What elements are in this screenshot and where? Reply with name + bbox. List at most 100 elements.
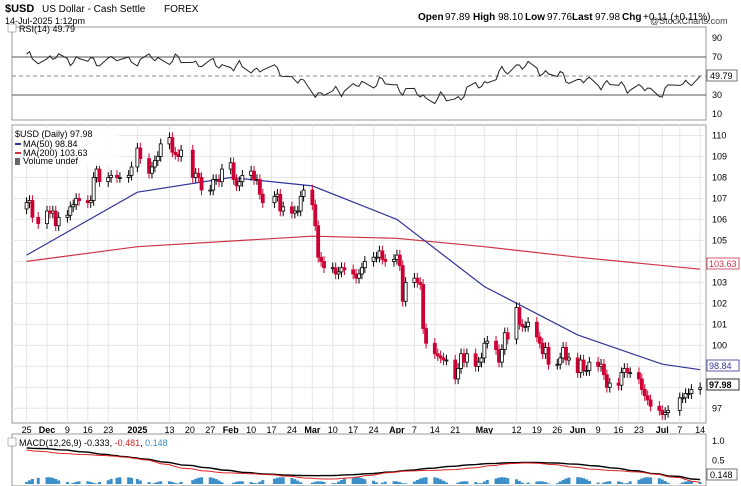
candle-body bbox=[435, 353, 440, 357]
macd-hist-bar bbox=[351, 477, 355, 484]
x-axis-label: 19 bbox=[532, 425, 542, 435]
candle-body bbox=[415, 277, 420, 283]
macd-hist-bar bbox=[217, 480, 221, 484]
candle-body bbox=[686, 393, 691, 396]
candle-body bbox=[272, 195, 277, 204]
candle-body bbox=[523, 326, 528, 328]
price-tick-label: 108 bbox=[712, 172, 727, 182]
macd-hist-bar bbox=[555, 483, 559, 484]
macd-hist-bar bbox=[54, 478, 58, 484]
macd-hist-bar bbox=[462, 481, 466, 484]
candle-body bbox=[517, 307, 522, 325]
candle-body bbox=[648, 399, 653, 407]
last-value: 97.98 bbox=[595, 12, 620, 23]
macd-hist-bar bbox=[232, 482, 236, 484]
macd-hist-bar bbox=[51, 477, 55, 484]
macd-hist-bar bbox=[689, 481, 693, 484]
macd-hist-bar bbox=[235, 481, 239, 484]
candle-body bbox=[231, 162, 236, 180]
x-axis-label: 23 bbox=[103, 425, 113, 435]
macd-hist-bar bbox=[567, 477, 571, 484]
macd-hist-bar bbox=[605, 481, 609, 484]
macd-value-tag bbox=[706, 468, 738, 481]
macd-hist-bar bbox=[92, 482, 96, 484]
macd-hist-bar bbox=[625, 483, 629, 484]
macd-hist-bar bbox=[249, 481, 253, 484]
candle-body bbox=[313, 204, 318, 227]
macd-hist-bar bbox=[558, 481, 562, 484]
macd-tick-label: 1.0 bbox=[712, 436, 725, 446]
candle-body bbox=[619, 372, 624, 386]
macd-hist-bar bbox=[272, 478, 276, 484]
macd-hist-bar bbox=[439, 479, 443, 484]
macd-hist-bar bbox=[208, 477, 212, 484]
macd-hist-bar bbox=[340, 480, 344, 484]
macd-hist-bar bbox=[541, 481, 545, 484]
macd-hist-bar bbox=[579, 477, 583, 484]
candle-body bbox=[91, 177, 96, 201]
macd-hist-bar bbox=[582, 478, 586, 484]
macd-panel: 1.0 0.5 MACD(12,26,9) -0.333, -0.481, 0.1… bbox=[7, 433, 738, 486]
x-axis-label: 14 bbox=[695, 425, 705, 435]
macd-hist-bar bbox=[401, 483, 405, 484]
candle-body bbox=[683, 393, 688, 399]
candle-body bbox=[418, 281, 423, 285]
macd-hist-bar bbox=[296, 480, 300, 484]
macd-hist-bar bbox=[497, 477, 501, 484]
macd-hist-bar bbox=[643, 477, 647, 484]
macd-hist-bar bbox=[444, 482, 448, 484]
candle-body bbox=[220, 168, 224, 183]
low-value: 97.76 bbox=[547, 12, 572, 23]
symbol-title: $USD bbox=[5, 3, 34, 15]
rsi-tick-label: 70 bbox=[712, 52, 722, 62]
candle-body bbox=[502, 332, 507, 350]
macd-hist-bar bbox=[167, 481, 171, 484]
macd-signal-value: -0.481 bbox=[115, 438, 141, 448]
legend-main: $USD (Daily) 97.98 bbox=[15, 129, 93, 139]
macd-hist-bar bbox=[313, 481, 317, 484]
x-axis: 25 Dec 9 16 23 2025 13 20 27 Feb 10 17 24 Mar 10 17 24 Ap… bbox=[22, 425, 706, 435]
macd-hist-bar bbox=[357, 477, 361, 484]
macd-hist-bar bbox=[500, 477, 504, 484]
candle-body bbox=[581, 359, 586, 371]
candle-body bbox=[537, 336, 542, 344]
macd-hist-bar bbox=[156, 481, 160, 484]
candle-body bbox=[117, 177, 122, 179]
macd-hist-bar bbox=[544, 482, 548, 484]
x-axis-label: 24 bbox=[287, 425, 297, 435]
x-axis-label: 27 bbox=[205, 425, 215, 435]
candle-body bbox=[106, 177, 111, 183]
macd-hist-bar bbox=[412, 481, 416, 484]
candle-body bbox=[115, 174, 119, 178]
candle-body bbox=[357, 273, 361, 279]
ma200-value-tag bbox=[706, 257, 740, 270]
price-legend: $USD (Daily) 97.98 MA(50) 98.84 MA(200) … bbox=[13, 128, 119, 166]
candle-body bbox=[666, 410, 670, 413]
macd-hist-bar bbox=[657, 478, 661, 484]
candle-body bbox=[476, 361, 481, 367]
candle-body bbox=[301, 189, 306, 197]
rsi-line bbox=[26, 50, 701, 105]
candle-body bbox=[424, 328, 428, 344]
price-tick-label: 100 bbox=[712, 340, 727, 350]
candle-body bbox=[604, 374, 609, 388]
x-axis-label: 16 bbox=[614, 425, 624, 435]
candle-body bbox=[322, 261, 326, 269]
candle-body bbox=[637, 372, 641, 380]
x-axis-label: 2025 bbox=[127, 425, 147, 435]
candle-body bbox=[555, 363, 560, 366]
candle-body bbox=[607, 382, 612, 388]
macd-hist-value: 0.148 bbox=[145, 438, 168, 448]
macd-hist-bar bbox=[138, 480, 142, 484]
macd-hist-bar bbox=[637, 479, 641, 484]
macd-hist-bar bbox=[342, 478, 346, 484]
candle-body bbox=[158, 143, 163, 157]
macd-hist-bar bbox=[383, 481, 387, 484]
macd-hist-bar bbox=[395, 481, 399, 484]
macd-hist-bar bbox=[477, 483, 481, 484]
x-axis-label: Feb bbox=[223, 425, 240, 435]
candle-body bbox=[333, 267, 338, 275]
candle-body bbox=[403, 281, 408, 302]
macd-hist-bar bbox=[547, 483, 551, 484]
exchange-label: FOREX bbox=[164, 4, 199, 15]
